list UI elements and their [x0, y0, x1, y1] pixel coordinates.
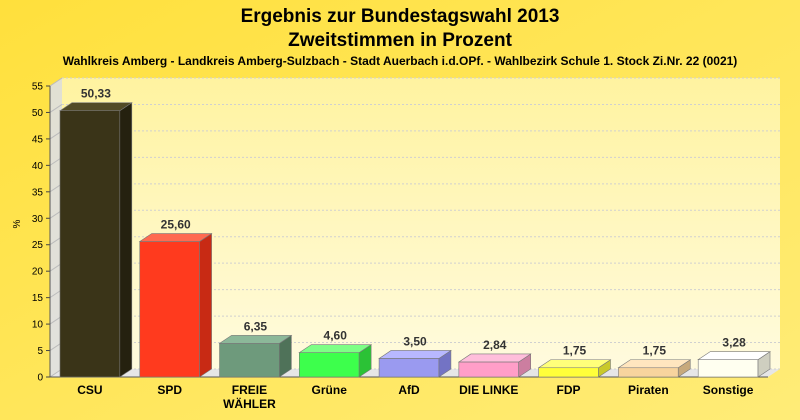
x-tick-label: Piraten	[628, 383, 669, 397]
bar-top	[138, 233, 213, 242]
y-tick-label: 5	[37, 346, 43, 357]
y-tick-label: 20	[32, 267, 44, 278]
data-label: 50,33	[81, 87, 111, 101]
bar-front	[538, 367, 599, 378]
bar-sonstige	[697, 351, 772, 378]
chart-subtitle: Zweitstimmen in Prozent	[288, 30, 512, 51]
bars	[58, 102, 772, 378]
bar-top	[617, 359, 692, 369]
y-tick-label: 25	[32, 240, 44, 251]
y-tick-label: 55	[32, 82, 44, 93]
data-label: 1,75	[643, 344, 667, 358]
x-tick-label: SPD	[157, 383, 182, 397]
x-tick-label: Grüne	[312, 383, 348, 397]
bar-side	[199, 232, 212, 378]
chart-title: Ergebnis zur Bundestagswahl 2013	[241, 6, 560, 27]
bar-front	[458, 361, 519, 378]
x-tick-label: AfD	[398, 383, 420, 397]
bar-front	[219, 343, 280, 378]
data-label: 2,84	[483, 338, 507, 352]
bar-grüne	[298, 344, 373, 378]
bar-top	[457, 353, 532, 363]
y-tick-label: 15	[32, 293, 44, 304]
bar-front	[59, 110, 121, 378]
bar-spd	[138, 232, 213, 378]
plot-wall	[50, 78, 780, 377]
x-tick-label: FREIE	[232, 383, 267, 397]
bar-top	[298, 344, 373, 353]
bar-top	[697, 351, 772, 360]
y-axis-label: %	[12, 219, 23, 228]
y-tick-label: 30	[32, 214, 44, 225]
y-tick-label: 40	[32, 161, 44, 172]
bar-top	[378, 350, 452, 359]
data-label: 4,60	[324, 329, 348, 343]
data-label: 3,28	[722, 336, 746, 350]
labels: 0 5 10 15 20 25 30 35 40 45 50 55 50,33 CSU 25,60 SPD 6,…	[32, 82, 754, 412]
bar-freie-wähler	[218, 334, 293, 378]
data-label: 25,60	[161, 218, 191, 232]
bar-front	[618, 367, 679, 378]
bar-afd	[378, 349, 452, 378]
y-tick-label: 10	[32, 320, 44, 331]
x-tick-label: Sonstige	[703, 383, 754, 397]
bar-top	[218, 335, 293, 344]
side-wall	[50, 78, 62, 377]
bar-csu	[58, 102, 133, 378]
x-tick-label: CSU	[77, 383, 102, 397]
y-tick-label: 45	[32, 134, 44, 145]
data-label: 6,35	[244, 319, 268, 333]
bar-front	[378, 358, 440, 378]
x-tick-label: DIE LINKE	[459, 383, 518, 397]
data-label: 3,50	[403, 334, 427, 348]
bar-front	[139, 241, 200, 378]
chart-caption: Wahlkreis Amberg - Landkreis Amberg-Sulz…	[63, 54, 738, 68]
x-tick-label: FDP	[557, 383, 581, 397]
y-tick-label: 50	[32, 108, 44, 119]
bar-front	[299, 352, 360, 378]
data-label: 1,75	[563, 344, 587, 358]
y-tick-label: 0	[37, 373, 43, 384]
bar-front	[697, 359, 759, 378]
bar-side	[119, 102, 133, 378]
bar-top	[537, 359, 612, 369]
y-tick-label: 35	[32, 187, 44, 198]
bar-piraten	[617, 359, 692, 378]
bar-fdp	[537, 359, 612, 378]
bar-top	[58, 102, 133, 112]
x-tick-label: WÄHLER	[223, 396, 276, 411]
bar-die-linke	[457, 353, 532, 378]
gridline-side	[49, 77, 63, 87]
gridline-side	[49, 104, 63, 113]
